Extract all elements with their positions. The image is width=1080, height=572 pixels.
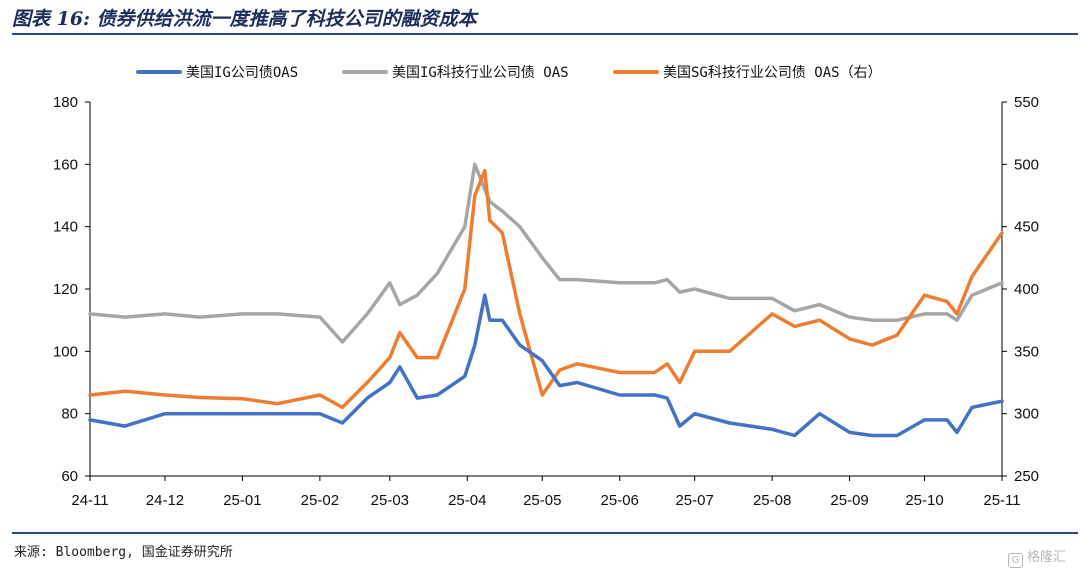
x-tick-label: 25-10 <box>905 492 943 509</box>
x-tick-label: 24-11 <box>71 492 108 509</box>
left-y-tick-label: 160 <box>53 156 78 173</box>
x-tick-label: 25-09 <box>830 492 868 509</box>
series-line-1 <box>88 162 1004 344</box>
chart-title: 图表 16: 债券供给洪流一度推高了科技公司的融资成本 <box>12 8 477 30</box>
legend-item-0: 美国IG公司债OAS <box>136 65 298 81</box>
left-y-tick-label: 80 <box>61 406 78 423</box>
watermark-logo-icon: G <box>1007 553 1023 568</box>
x-tick-label: 25-02 <box>301 492 339 509</box>
x-tick-label: 25-07 <box>675 492 713 509</box>
chart-series <box>88 162 1004 438</box>
legend-item-1: 美国IG科技行业公司债 OAS <box>342 65 569 81</box>
right-y-tick-label: 250 <box>1014 468 1039 485</box>
chart-axes: 60 80 100 120 140 160 180 250 300 350 400 450 500 550… <box>53 94 1039 509</box>
left-y-tick-label: 60 <box>61 468 78 485</box>
source-rule <box>12 532 1078 534</box>
series-line-0 <box>88 293 1004 438</box>
watermark: G 格隆汇 <box>1007 546 1066 568</box>
series-line-2 <box>88 168 1004 410</box>
title-rule <box>12 33 1078 35</box>
x-tick-label: 25-03 <box>371 492 409 509</box>
legend-label: 美国IG公司债OAS <box>186 65 298 81</box>
x-tick-label: 25-11 <box>983 492 1020 509</box>
right-y-tick-label: 500 <box>1014 156 1039 173</box>
left-y-tick-label: 180 <box>53 94 78 111</box>
left-y-tick-label: 140 <box>53 219 78 236</box>
x-tick-label: 25-04 <box>448 492 486 509</box>
right-y-tick-label: 350 <box>1014 343 1039 360</box>
right-y-tick-label: 550 <box>1014 94 1039 111</box>
x-tick-label: 25-08 <box>753 492 791 509</box>
left-y-tick-label: 120 <box>53 281 78 298</box>
right-y-tick-label: 300 <box>1014 406 1039 423</box>
right-y-tick-label: 400 <box>1014 281 1039 298</box>
right-y-tick-label: 450 <box>1014 219 1039 236</box>
legend-label: 美国SG科技行业公司债 OAS（右） <box>663 65 882 81</box>
x-tick-label: 24-12 <box>146 492 184 509</box>
x-tick-label: 25-01 <box>223 492 261 509</box>
x-tick-label: 25-05 <box>523 492 561 509</box>
left-y-tick-label: 100 <box>53 343 78 360</box>
chart-legend: 美国IG公司债OAS 美国IG科技行业公司债 OAS 美国SG科技行业公司债 OAS… <box>136 65 882 81</box>
legend-label: 美国IG科技行业公司债 OAS <box>392 65 569 81</box>
source-note: 来源: Bloomberg, 国金证券研究所 <box>14 545 233 560</box>
legend-item-2: 美国SG科技行业公司债 OAS（右） <box>613 65 882 81</box>
x-tick-label: 25-06 <box>601 492 639 509</box>
watermark-text: 格隆汇 <box>1026 550 1066 565</box>
